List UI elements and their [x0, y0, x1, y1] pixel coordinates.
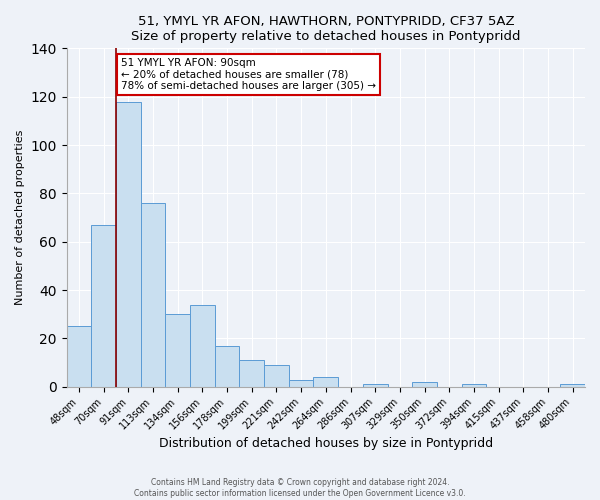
Bar	[239, 360, 264, 387]
Bar	[67, 326, 91, 387]
Bar	[141, 203, 166, 387]
Bar	[166, 314, 190, 387]
Bar	[264, 365, 289, 387]
Bar	[289, 380, 313, 387]
Bar	[190, 304, 215, 387]
X-axis label: Distribution of detached houses by size in Pontypridd: Distribution of detached houses by size …	[159, 437, 493, 450]
Bar	[363, 384, 388, 387]
Bar	[461, 384, 486, 387]
Bar	[313, 377, 338, 387]
Bar	[116, 102, 141, 387]
Bar	[91, 225, 116, 387]
Bar	[560, 384, 585, 387]
Text: 51 YMYL YR AFON: 90sqm
← 20% of detached houses are smaller (78)
78% of semi-det: 51 YMYL YR AFON: 90sqm ← 20% of detached…	[121, 58, 376, 91]
Title: 51, YMYL YR AFON, HAWTHORN, PONTYPRIDD, CF37 5AZ
Size of property relative to de: 51, YMYL YR AFON, HAWTHORN, PONTYPRIDD, …	[131, 15, 521, 43]
Bar	[412, 382, 437, 387]
Y-axis label: Number of detached properties: Number of detached properties	[15, 130, 25, 306]
Text: Contains HM Land Registry data © Crown copyright and database right 2024.
Contai: Contains HM Land Registry data © Crown c…	[134, 478, 466, 498]
Bar	[215, 346, 239, 387]
